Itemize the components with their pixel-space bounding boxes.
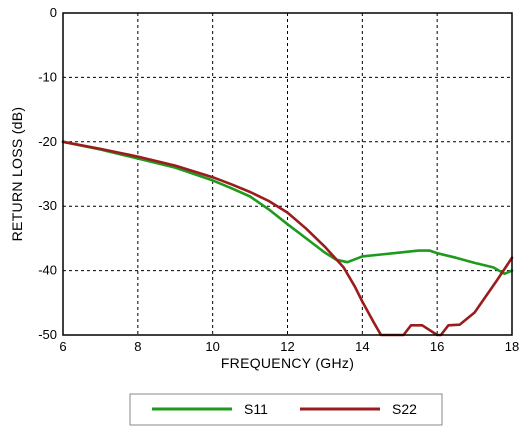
legend-label-s22: S22	[392, 401, 417, 417]
plot-frame	[62, 12, 513, 336]
x-tick-label: 10	[205, 339, 219, 354]
y-tick-label: -40	[38, 263, 57, 278]
legend: S11 S22	[129, 393, 443, 426]
x-tick-label: 6	[59, 339, 66, 354]
x-tick-label: 14	[355, 339, 369, 354]
grid-lines	[63, 13, 512, 335]
y-tick-label: -20	[38, 134, 57, 149]
x-tick-label: 16	[430, 339, 444, 354]
x-tick-label: 12	[280, 339, 294, 354]
legend-label-s11: S11	[244, 401, 268, 417]
y-tick-label: 0	[50, 5, 57, 20]
x-axis-title: FREQUENCY (GHz)	[221, 355, 354, 371]
x-tick-label: 8	[134, 339, 141, 354]
x-tick-label: 18	[505, 339, 519, 354]
y-tick-label: -50	[38, 327, 57, 342]
series-line-s11	[61, 140, 514, 276]
tick-labels: 6 8 10 12 14 16 18 0 -10 -20 -30 -40 -50	[38, 5, 519, 354]
y-tick-label: -10	[38, 69, 57, 84]
series-lines	[61, 140, 514, 337]
y-axis-title: RETURN LOSS (dB)	[9, 107, 25, 242]
y-tick-label: -30	[38, 198, 57, 213]
series-line-s22	[61, 140, 514, 337]
